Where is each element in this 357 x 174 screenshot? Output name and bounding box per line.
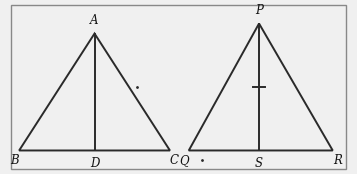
Text: S: S — [255, 157, 263, 170]
Text: D: D — [90, 157, 99, 170]
Text: C: C — [170, 154, 179, 167]
Text: R: R — [333, 154, 342, 167]
Text: Q: Q — [179, 154, 189, 167]
Text: A: A — [90, 14, 99, 27]
Text: P: P — [255, 4, 263, 17]
Text: B: B — [10, 154, 19, 167]
